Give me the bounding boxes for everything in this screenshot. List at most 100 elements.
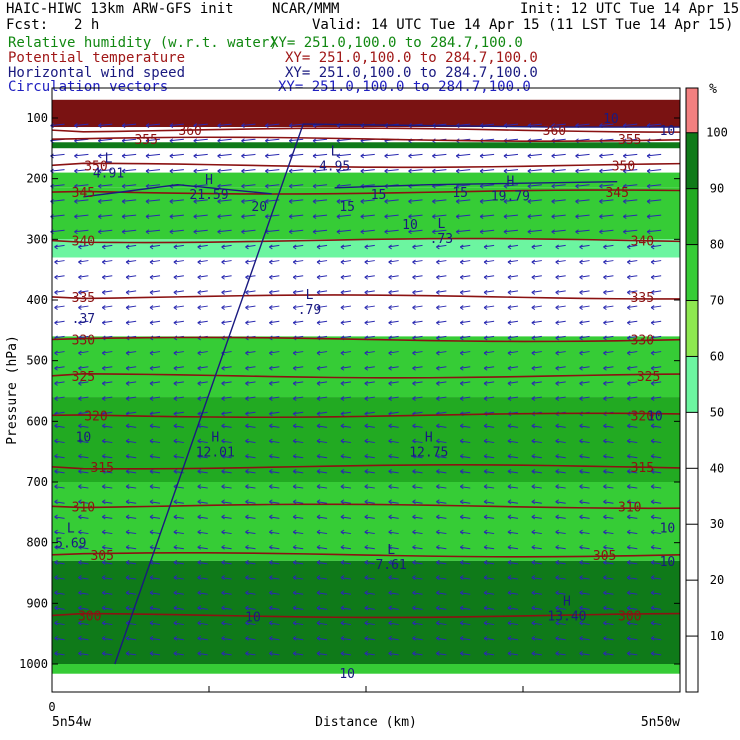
vector-head: [125, 544, 130, 548]
vector-head: [646, 185, 651, 189]
vector-head: [575, 170, 579, 174]
circulation-vector: [603, 320, 614, 324]
vector-head: [388, 453, 392, 457]
circulation-vector: [503, 229, 519, 233]
vector-head: [555, 320, 559, 324]
vector-head: [197, 486, 202, 489]
vector-head: [102, 577, 106, 580]
circulation-vector: [169, 123, 184, 127]
vector-head: [316, 499, 321, 503]
circulation-vector: [173, 381, 184, 384]
vector-head: [436, 531, 440, 535]
circulation-vector: [265, 229, 280, 233]
vector-head: [245, 468, 249, 472]
vector-head: [364, 561, 369, 565]
vector-head: [627, 622, 631, 626]
vector-head: [579, 468, 583, 472]
vector-head: [169, 229, 174, 233]
vector-head: [627, 605, 631, 609]
vector-head: [217, 125, 221, 128]
vector-head: [173, 305, 178, 308]
vector-head: [125, 546, 130, 550]
vector-head: [121, 123, 126, 126]
circulation-vector: [173, 396, 184, 400]
circulation-vector: [78, 592, 89, 595]
vector-head: [340, 501, 345, 505]
vector-head: [316, 650, 321, 654]
vector-head: [432, 153, 436, 157]
vector-head: [173, 652, 178, 656]
vector-head: [54, 425, 58, 429]
vector-head: [627, 577, 631, 580]
vector-head: [603, 514, 607, 518]
init-time: Init: 12 UTC Tue 14 Apr 15: [520, 1, 740, 17]
vector-head: [412, 635, 416, 639]
vector-head: [173, 516, 178, 520]
circulation-vector: [149, 501, 161, 504]
circulation-vector: [293, 546, 304, 550]
vector-head: [245, 246, 249, 250]
vector-head: [98, 216, 102, 219]
vector-head: [125, 635, 130, 639]
circulation-vector: [102, 244, 113, 248]
circulation-vector: [122, 229, 137, 233]
circulation-vector: [197, 546, 208, 550]
vector-head: [483, 396, 488, 399]
vector-head: [54, 652, 58, 656]
circulation-vector: [599, 199, 614, 202]
circulation-vector: [54, 486, 65, 489]
circulation-vector: [149, 470, 161, 474]
vector-head: [245, 575, 249, 578]
vector-head: [531, 396, 536, 399]
circulation-vector: [456, 184, 471, 187]
vector-head: [102, 468, 106, 472]
vector-head: [292, 352, 297, 356]
vector-head: [197, 546, 202, 550]
vector-head: [627, 470, 631, 474]
circulation-vector: [579, 244, 590, 248]
circulation-vector: [364, 366, 375, 369]
vector-head: [483, 380, 488, 384]
circulation-vector: [627, 592, 638, 595]
vector-head: [579, 575, 583, 578]
vector-head: [336, 198, 341, 202]
circulation-vector: [503, 214, 519, 218]
circulation-vector: [54, 411, 65, 415]
vector-head: [531, 529, 536, 533]
vector-head: [221, 367, 225, 371]
circulation-vector: [122, 138, 137, 142]
vector-head: [149, 440, 154, 444]
vector-head: [555, 274, 559, 278]
vector-head: [551, 155, 555, 159]
vector-head: [364, 244, 369, 248]
circulation-vector: [484, 305, 495, 309]
circulation-vector: [340, 486, 352, 489]
vector-head: [193, 140, 198, 144]
theta-contour-label: 300: [78, 609, 101, 624]
vector-head: [436, 546, 440, 550]
vector-head: [269, 425, 273, 429]
circulation-vector: [412, 531, 423, 535]
vector-head: [650, 335, 655, 339]
vector-head: [125, 382, 130, 386]
vector-head: [269, 620, 273, 624]
vector-head: [364, 335, 369, 339]
vector-head: [102, 559, 106, 563]
circulation-vector: [245, 531, 256, 535]
vector-head: [483, 559, 488, 563]
vector-head: [459, 398, 464, 401]
vector-head: [603, 590, 607, 594]
vector-head: [555, 289, 559, 293]
vector-head: [479, 153, 484, 157]
vector-head: [579, 561, 583, 565]
circulation-vector: [126, 501, 137, 504]
vector-head: [436, 499, 440, 503]
vector-head: [412, 246, 416, 250]
circulation-vector: [316, 290, 328, 293]
vector-head: [459, 531, 464, 535]
vector-head: [269, 544, 273, 548]
vector-head: [555, 453, 559, 457]
vector-head: [340, 274, 345, 278]
vector-head: [459, 307, 464, 310]
vector-head: [316, 529, 321, 533]
